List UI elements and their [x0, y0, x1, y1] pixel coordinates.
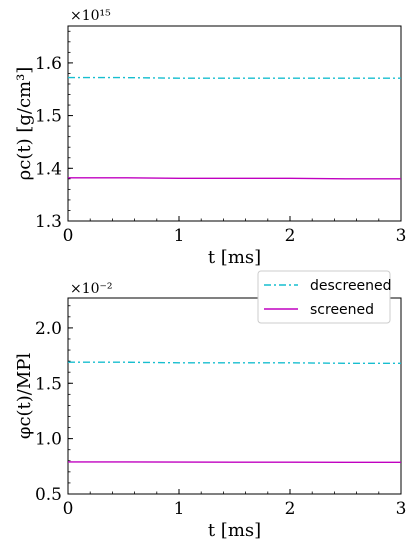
x-tick-label: 1: [174, 499, 185, 519]
y-tick-label: 1.5: [35, 374, 62, 394]
axis-multiplier: ×10⁻²: [70, 281, 113, 297]
y-axis-label: φc(t)/MPl: [14, 353, 35, 440]
x-tick-label: 3: [396, 226, 407, 246]
x-tick-label: 1: [174, 226, 185, 246]
x-tick-label: 0: [63, 226, 74, 246]
legend-box: [257, 270, 391, 324]
chart-panel-2: 0 1 2 3 0.5 1.0 1.5 2.0 ×10⁻² t [ms] φc(t)/MPl desc…: [14, 270, 407, 541]
legend-label-screened: screened: [310, 302, 374, 318]
chart-panel-1: 0 1 2 3 1.3 1.4 1.5 1.6 ×10¹⁵ t [ms] ρc(t) [g/cm³]: [14, 8, 406, 268]
series-line-descreened: [68, 361, 401, 364]
y-tick-label: 1.4: [35, 159, 62, 179]
y-tick-label: 2.0: [35, 319, 62, 339]
axis-multiplier: ×10¹⁵: [70, 8, 111, 24]
x-axis-label: t [ms]: [208, 520, 261, 541]
plot-frame: [67, 25, 402, 222]
series-line-descreened: [68, 76, 401, 79]
y-axis-label: ρc(t) [g/cm³]: [14, 67, 35, 181]
y-tick-label: 0.5: [35, 485, 62, 505]
legend-label-descreened: descreened: [310, 278, 392, 294]
x-tick-label: 2: [285, 499, 296, 519]
x-axis-label: t [ms]: [208, 247, 261, 268]
y-tick-label: 1.5: [35, 107, 62, 127]
y-tick-label: 1.0: [35, 430, 62, 450]
y-tick-label: 1.3: [35, 212, 62, 232]
x-tick-label: 0: [63, 499, 74, 519]
y-tick-label: 1.6: [35, 54, 62, 74]
series-line-screened: [68, 177, 401, 180]
x-tick-label: 2: [285, 226, 296, 246]
legend: descreened screened: [257, 270, 392, 324]
plot-frame: [67, 297, 402, 495]
x-tick-label: 3: [396, 499, 407, 519]
